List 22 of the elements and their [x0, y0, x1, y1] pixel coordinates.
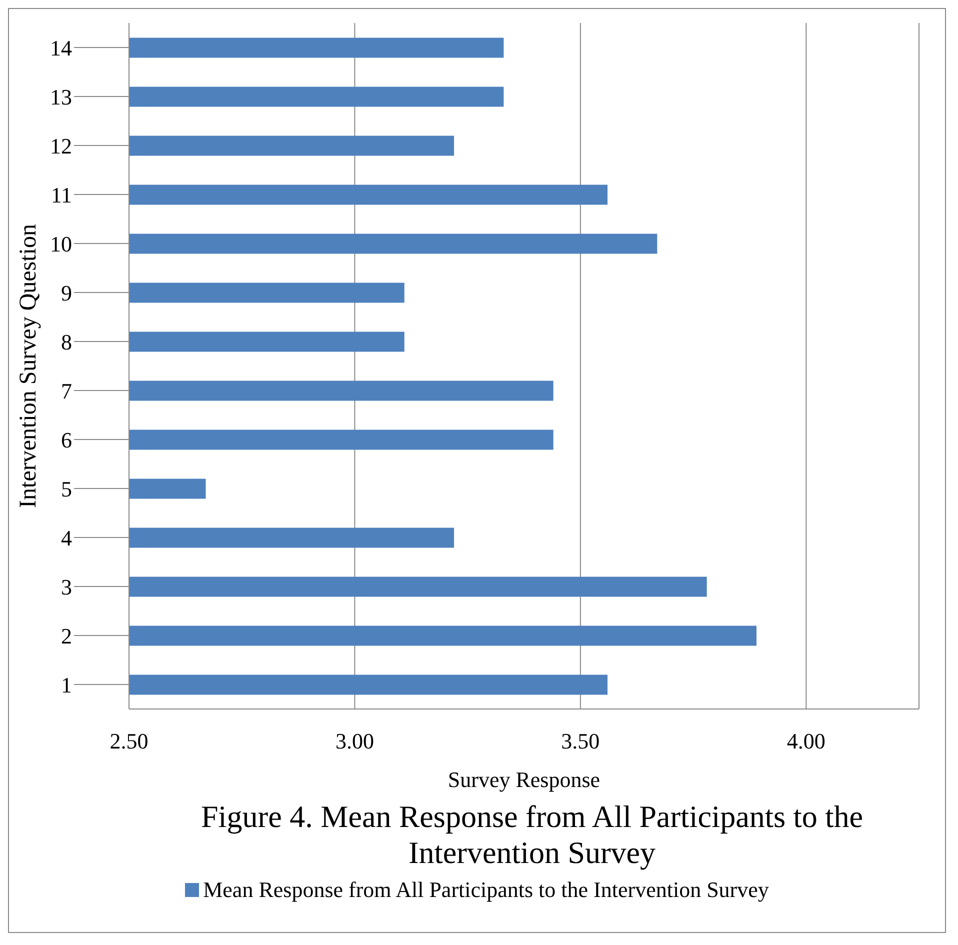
y-tick-label: 1 [61, 672, 72, 698]
x-tick-label: 3.50 [561, 728, 600, 754]
x-axis-title: Survey Response [448, 767, 600, 792]
y-tick-label: 2 [61, 623, 72, 648]
x-tick-label: 3.00 [335, 728, 374, 754]
y-tick-label: 11 [50, 182, 72, 208]
y-tick-label: 8 [61, 329, 72, 354]
y-tick-label: 4 [61, 525, 72, 550]
y-tick-label: 12 [50, 133, 72, 158]
y-tick-label: 9 [61, 280, 72, 306]
y-tick-label: 7 [61, 378, 72, 404]
x-tick-label: 4.00 [786, 728, 826, 754]
y-tick-label: 13 [50, 84, 72, 110]
y-tick-label: 6 [61, 427, 72, 452]
y-axis-title: Intervention Survey Question [16, 224, 42, 508]
y-tick-label: 14 [50, 35, 72, 60]
y-tick-label: 3 [61, 574, 72, 600]
x-tick-label: 2.50 [110, 728, 148, 754]
y-tick-label: 10 [50, 231, 72, 256]
y-tick-label: 5 [61, 476, 72, 502]
text: Figure 4. Mean Response from All Participants to the Intervention Survey [200, 799, 864, 871]
legend-label: Mean Response from All Participants to the Intervention Survey [203, 877, 769, 903]
